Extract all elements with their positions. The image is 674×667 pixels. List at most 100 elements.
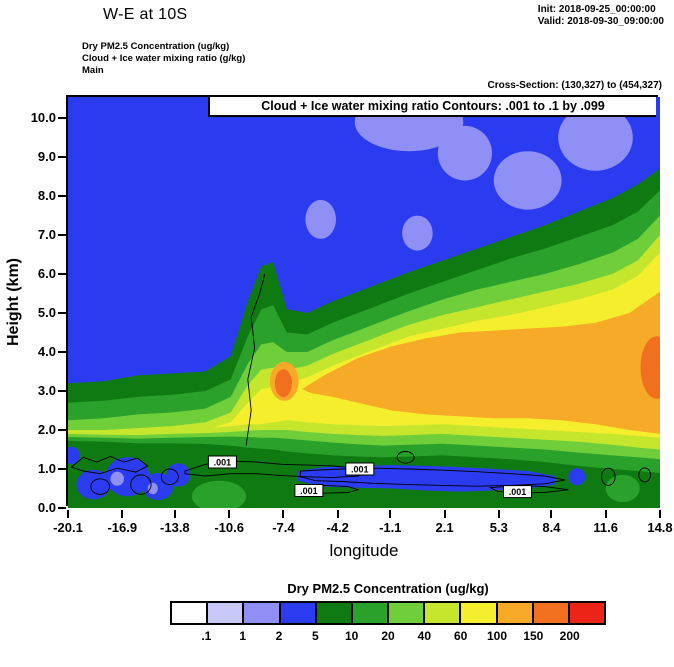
y-tick-mark	[58, 468, 66, 470]
x-tick-label: 11.6	[593, 520, 619, 535]
y-tick-mark	[58, 312, 66, 315]
x-axis-title: longitude	[329, 541, 399, 560]
cloud-contour-line	[160, 468, 179, 486]
field-pm25-label: Dry PM2.5 Concentration (ug/kg)	[82, 41, 230, 52]
colorbar-swatch	[314, 601, 353, 625]
y-tick-mark	[58, 195, 66, 198]
colorbar-boundary-label: 5	[311, 629, 319, 643]
low-pm-patch	[437, 125, 492, 181]
hot-spot	[640, 336, 660, 399]
valid-time: Valid: 2018-09-30_09:00:00	[537, 16, 664, 27]
x-tick-mark	[173, 510, 176, 518]
plot-main-title: W-E at 10S	[103, 6, 188, 23]
colorbar	[170, 601, 607, 625]
low-pm-patch	[493, 151, 562, 210]
contour-label: .001	[214, 458, 232, 468]
y-tick-mark	[58, 429, 66, 431]
surface-green-patch	[605, 474, 640, 503]
init-valid-block: Init: 2018-09-25_00:00:00 Valid: 2018-09…	[538, 4, 664, 28]
cloud-contour-line	[245, 273, 266, 446]
cloud-contour-line	[90, 478, 110, 495]
cloud-contour-line	[638, 467, 652, 483]
surface-blue-blob	[76, 469, 111, 500]
y-tick-mark	[58, 117, 66, 120]
colorbar-title: Dry PM2.5 Concentration (ug/kg)	[287, 581, 489, 596]
colorbar-swatch	[531, 601, 570, 625]
y-tick-label: 7.0	[37, 227, 56, 243]
colorbar-boundary-label: 60	[453, 629, 468, 643]
x-tick-mark	[550, 510, 553, 518]
x-tick-label: -4.2	[326, 520, 349, 535]
x-tick-mark	[497, 510, 500, 518]
surface-blue-blob	[68, 446, 80, 464]
y-tick-label: 0.0	[37, 500, 56, 515]
x-tick-mark	[604, 510, 607, 518]
colorbar-swatch	[459, 601, 498, 625]
y-tick-label: 2.0	[37, 422, 56, 437]
contour-plot-svg: .001 .001 .001 .001	[68, 97, 660, 508]
cloud-contour-line	[396, 451, 415, 464]
colorbar-boundary-label: 2	[275, 629, 283, 643]
y-tick-label: 9.0	[37, 149, 56, 165]
low-pm-patch	[305, 199, 336, 239]
surface-blue-blob	[568, 468, 586, 486]
y-tick-label: 8.0	[37, 188, 56, 204]
x-tick-mark	[67, 510, 69, 518]
x-tick-mark	[228, 510, 231, 518]
low-pm-patch	[558, 104, 633, 171]
contour-label: .001	[351, 465, 369, 475]
x-tick-mark	[121, 510, 124, 518]
colorbar-swatch	[350, 601, 390, 625]
x-tick-mark	[389, 510, 392, 518]
x-tick-label: 8.4	[542, 520, 561, 535]
x-tick-label: 5.3	[489, 520, 508, 535]
y-tick-label: 1.0	[37, 461, 56, 476]
y-tick-mark	[58, 234, 66, 237]
surface-periwinkle-dot	[110, 471, 124, 486]
hot-spot	[274, 369, 292, 398]
x-tick-mark	[443, 510, 446, 518]
colorbar-boundary-label: 10	[344, 629, 359, 643]
y-tick-label: 4.0	[37, 344, 56, 360]
contour-label: .001	[509, 487, 527, 497]
colorbar-boundary-label: 100	[486, 629, 508, 643]
x-tick-label: -1.1	[379, 520, 402, 535]
x-tick-label: -7.4	[272, 520, 295, 535]
colorbar-boundary-label: 1	[239, 629, 246, 643]
colorbar-boundary-label: .1	[201, 629, 212, 643]
colorbar-swatch	[423, 601, 462, 625]
contour-info-banner: Cloud + Ice water mixing ratio Contours:…	[208, 97, 656, 117]
x-tick-label: 2.1	[435, 520, 454, 535]
cloud-contour-line	[70, 456, 149, 475]
surface-green-patch	[191, 480, 247, 508]
y-tick-mark	[58, 273, 66, 276]
contour-label-box	[503, 485, 532, 499]
x-tick-label: -20.1	[53, 520, 83, 535]
surface-periwinkle-dot	[147, 482, 158, 495]
colorbar-swatch	[387, 601, 426, 625]
colorbar-boundary-label: 200	[559, 629, 580, 643]
x-tick-label: -13.8	[160, 520, 190, 535]
x-tick-label: 14.8	[647, 520, 673, 535]
y-tick-mark	[58, 156, 66, 159]
y-tick-mark	[58, 390, 66, 393]
contour-label: .001	[300, 486, 318, 496]
cloud-contour-line	[130, 474, 152, 495]
x-tick-label: -10.6	[214, 520, 244, 535]
y-tick-label: 3.0	[37, 383, 56, 399]
colorbar-swatch	[495, 601, 534, 625]
y-tick-label: 5.0	[37, 305, 56, 321]
x-tick-mark	[282, 510, 285, 518]
y-tick-label: 6.0	[37, 266, 56, 282]
y-tick-label: 10.0	[30, 110, 56, 126]
y-tick-mark	[58, 507, 66, 509]
x-tick-mark	[659, 510, 661, 518]
colorbar-swatch	[206, 601, 245, 625]
low-pm-patch	[402, 215, 433, 251]
field-list: Dry PM2.5 Concentration (ug/kg) Cloud + …	[82, 41, 245, 77]
surface-blue-blob	[105, 457, 150, 497]
x-tick-mark	[336, 510, 339, 518]
colorbar-boundary-label: 40	[417, 629, 431, 643]
plot-area: .001 .001 .001 .001 Cloud + Ice water mixin…	[66, 95, 660, 508]
